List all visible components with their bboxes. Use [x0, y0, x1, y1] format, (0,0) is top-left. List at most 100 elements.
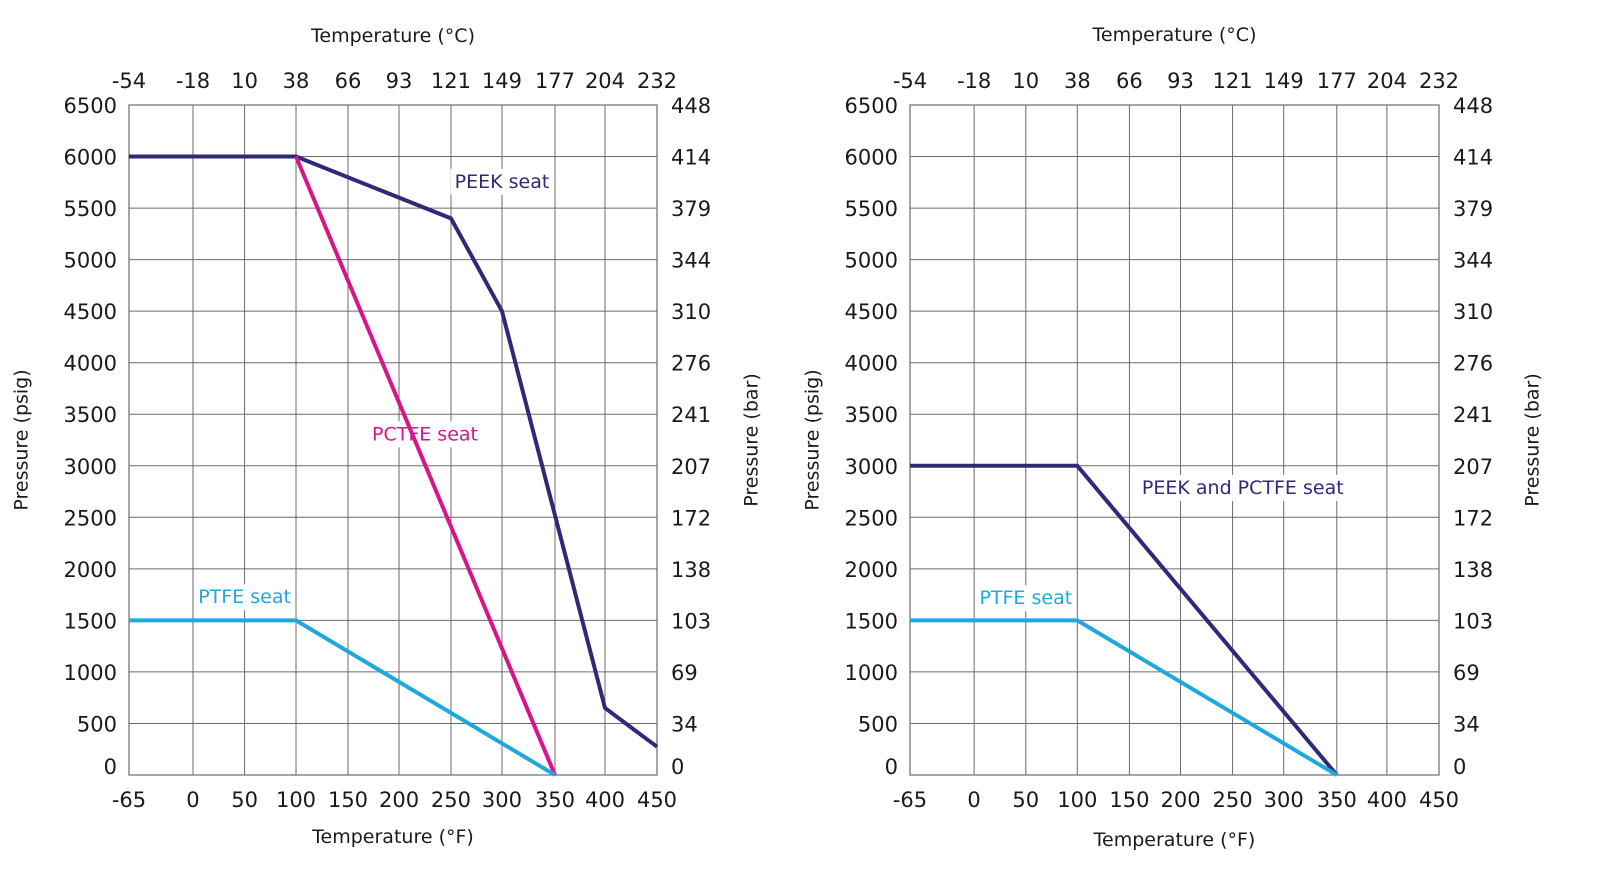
y2-axis-title: Pressure (bar): [741, 373, 763, 507]
series-line-pctfe-seat: [294, 155, 557, 776]
y-tick-label: 3000: [845, 455, 898, 479]
x-tick-label: -65: [112, 788, 146, 812]
x2-tick-label: 121: [431, 69, 471, 93]
grid: [910, 105, 1439, 775]
x-tick-label: 50: [231, 788, 258, 812]
y-axis-title: Pressure (psig): [802, 369, 824, 510]
y2-tick-label: 207: [671, 455, 711, 479]
x2-tick-label: 149: [482, 69, 522, 93]
x2-tick-label: 121: [1213, 69, 1253, 93]
y-tick-label: 4000: [64, 352, 117, 376]
y-tick-label: 500: [858, 712, 898, 736]
x-tick-label: 0: [967, 788, 980, 812]
x-tick-label: 200: [1160, 788, 1200, 812]
y2-tick-label: 344: [671, 249, 711, 273]
y-axis-title: Pressure (psig): [11, 369, 33, 510]
x2-tick-label: 232: [637, 69, 677, 93]
y-tick-label: 1500: [64, 609, 117, 633]
y2-tick-label: 138: [671, 558, 711, 582]
x2-tick-label: -18: [957, 69, 991, 93]
y2-tick-label: 103: [1453, 609, 1493, 633]
y-tick-label: 2000: [845, 558, 898, 582]
x-tick-label: 250: [1213, 788, 1253, 812]
y2-tick-label: 414: [671, 146, 711, 170]
y2-tick-label: 448: [1453, 94, 1493, 118]
series-label-background: [194, 584, 295, 611]
x-tick-label: 100: [1057, 788, 1097, 812]
x-tick-label: 300: [482, 788, 522, 812]
y2-tick-label: 448: [671, 94, 711, 118]
y-tick-label: 2500: [845, 506, 898, 530]
series-labels: PEEK and PCTFE seat PTFE seat: [975, 474, 1348, 612]
x2-tick-label: 93: [386, 69, 413, 93]
x-tick-label: 150: [328, 788, 368, 812]
series-line-ptfe-seat: [910, 618, 1338, 777]
x-tick-label: 400: [1367, 788, 1407, 812]
y2-tick-label: 310: [671, 300, 711, 324]
series-line-peek-seat: [129, 154, 659, 749]
y-tick-label: 1000: [845, 661, 898, 685]
x2-tick-label: 10: [231, 69, 258, 93]
x-tick-label: 250: [431, 788, 471, 812]
x2-tick-label: 66: [335, 69, 362, 93]
y-tick-label: 2000: [64, 558, 117, 582]
y-tick-label: 5000: [845, 249, 898, 273]
y-tick-label: 3500: [845, 403, 898, 427]
series-label: PCTFE seat: [372, 423, 478, 445]
y2-tick-label: 0: [1453, 755, 1466, 779]
x2-tick-label: 149: [1264, 69, 1304, 93]
y-tick-label: 0: [885, 755, 898, 779]
y2-tick-label: 0: [671, 755, 684, 779]
y-tick-label: 3500: [64, 403, 117, 427]
x2-tick-label: 177: [1317, 69, 1357, 93]
y-tick-label: 5500: [64, 197, 117, 221]
x-tick-label: 450: [637, 788, 677, 812]
y-tick-label: 4000: [845, 352, 898, 376]
series-line-peek-and-pctfe-seat: [910, 463, 1339, 777]
x2-tick-label: -18: [176, 69, 210, 93]
y2-tick-label: 69: [1453, 661, 1480, 685]
y2-tick-label: 379: [671, 197, 711, 221]
y2-tick-label: 276: [1453, 352, 1493, 376]
y-tick-label: 6000: [845, 146, 898, 170]
y-tick-label: 1000: [64, 661, 117, 685]
x2-tick-label: 38: [283, 69, 310, 93]
x-tick-label: 150: [1109, 788, 1149, 812]
y2-tick-label: 241: [1453, 403, 1493, 427]
x-tick-label: 50: [1012, 788, 1039, 812]
y-tick-label: 500: [77, 712, 117, 736]
series-labels: PEEK seat PCTFE seat PTFE seat: [194, 168, 554, 611]
y2-tick-label: 103: [671, 609, 711, 633]
y-tick-label: 6500: [845, 94, 898, 118]
y2-tick-label: 34: [1453, 712, 1480, 736]
series-label: PTFE seat: [979, 587, 1072, 609]
y2-tick-label: 241: [671, 403, 711, 427]
x-tick-label: 200: [379, 788, 419, 812]
x-tick-label: 350: [1317, 788, 1357, 812]
series-label-background: [975, 585, 1077, 612]
x2-tick-label: 204: [1367, 69, 1407, 93]
series-label-background: [368, 421, 482, 448]
y2-tick-label: 172: [671, 506, 711, 530]
x2-tick-label: 10: [1012, 69, 1039, 93]
y-tick-label: 6000: [64, 146, 117, 170]
x-tick-label: 450: [1419, 788, 1459, 812]
x2-tick-label: 204: [585, 69, 625, 93]
y2-tick-label: 344: [1453, 249, 1493, 273]
y2-tick-label: 414: [1453, 146, 1493, 170]
x-tick-label: 300: [1264, 788, 1304, 812]
y-tick-label: 4500: [845, 300, 898, 324]
y-tick-label: 5000: [64, 249, 117, 273]
x2-tick-label: 177: [535, 69, 575, 93]
chart-left: -65 0 50 100 150 200 250 300 350 400 450 -54 -18 10 38…: [11, 25, 763, 848]
series-line-ptfe-seat: [129, 618, 557, 777]
x2-tick-label: 66: [1116, 69, 1143, 93]
x-tick-label: 0: [186, 788, 199, 812]
x2-axis-title: Temperature (°C): [1092, 24, 1257, 46]
y-tick-label: 5500: [845, 197, 898, 221]
y2-tick-label: 172: [1453, 506, 1493, 530]
y2-tick-label: 276: [671, 352, 711, 376]
x2-tick-label: -54: [112, 69, 146, 93]
series-label: PEEK and PCTFE seat: [1142, 477, 1344, 499]
